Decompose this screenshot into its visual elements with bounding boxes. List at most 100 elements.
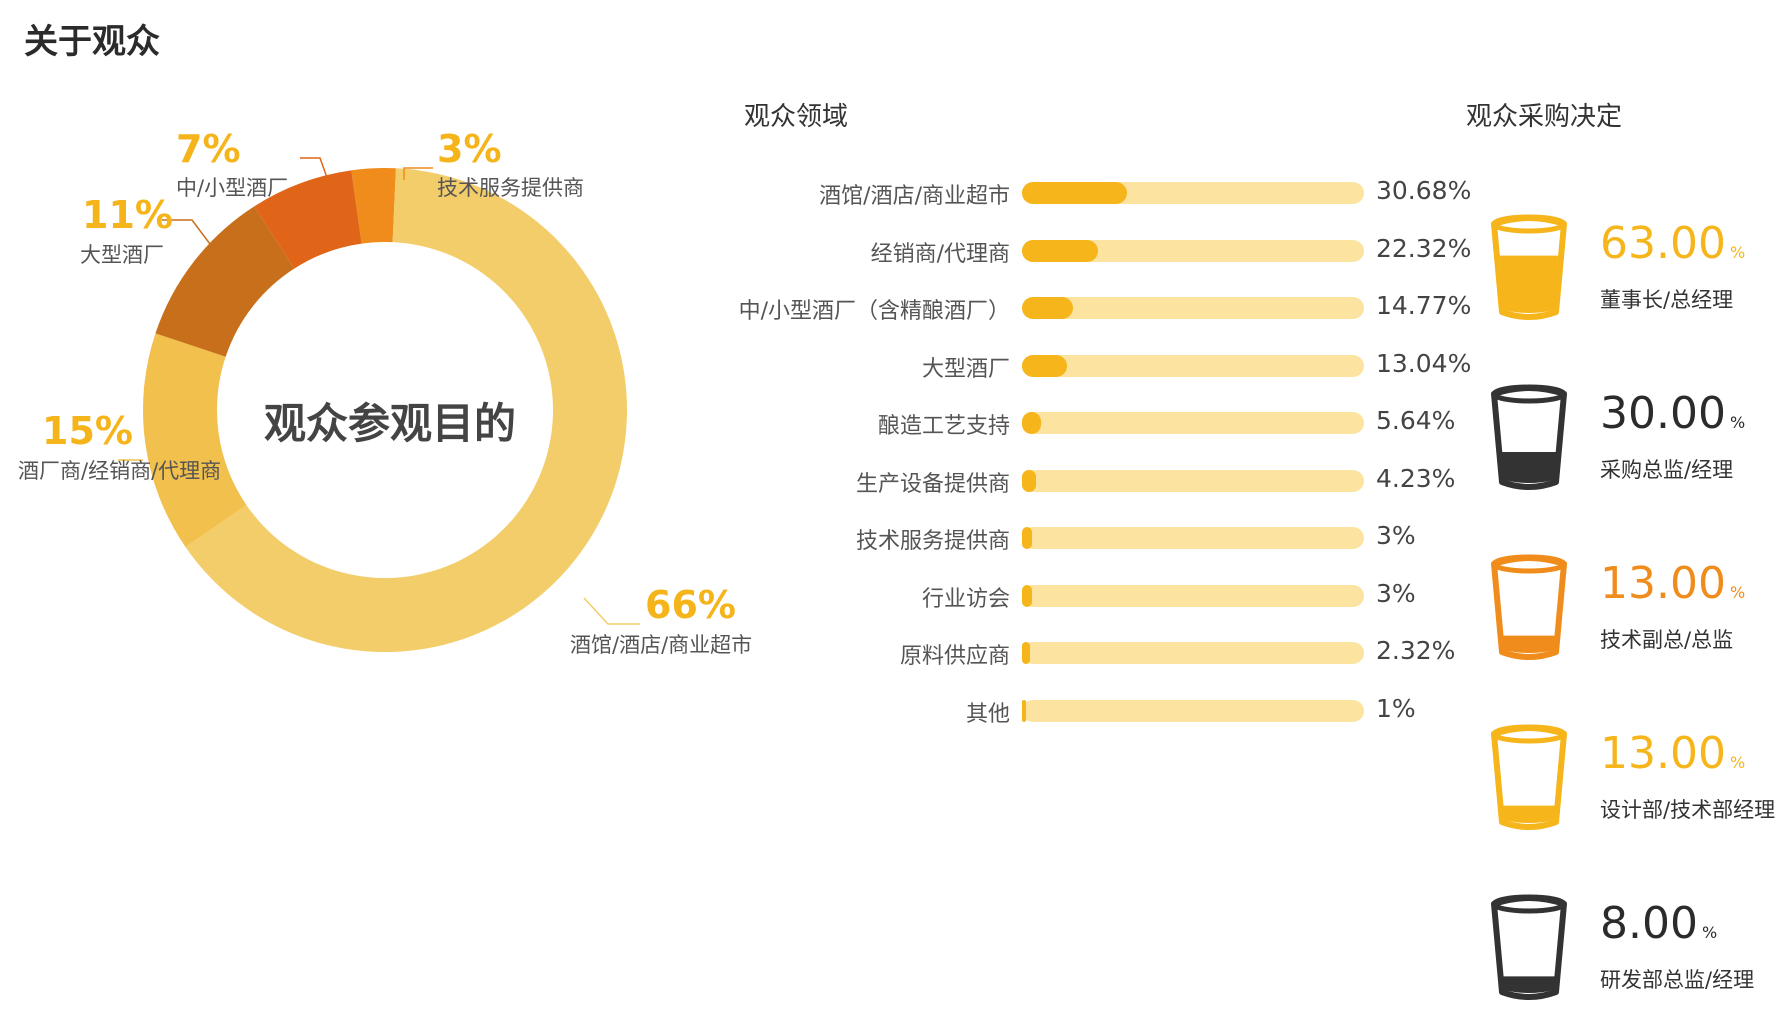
donut-percent-label: 7% — [176, 127, 241, 171]
cup-icon — [1491, 384, 1567, 490]
donut-slice — [142, 333, 247, 547]
cup-rim — [1491, 554, 1567, 574]
bar-value-label: 3% — [1376, 578, 1416, 608]
field-section-title: 观众领域 — [744, 102, 849, 132]
bar-category-label: 酿造工艺支持 — [877, 414, 1010, 439]
bar-value-label: 4.23% — [1376, 463, 1456, 493]
bar-fill — [1022, 469, 1037, 492]
donut-slice — [155, 206, 295, 357]
bar-value-label: 14.77% — [1376, 291, 1472, 320]
bar-value-label: 30.68% — [1376, 176, 1472, 205]
bar-track — [1022, 527, 1364, 549]
bar-row: 大型酒厂 13.04% — [740, 348, 1600, 382]
purchase-percent-value: 13.00% — [1600, 728, 1745, 779]
percent-number: 13.00 — [1600, 558, 1726, 609]
percent-unit: % — [1729, 583, 1746, 602]
donut-leader-line — [583, 597, 640, 625]
bar-value-label: 22.32% — [1376, 233, 1472, 263]
bar-track — [1022, 584, 1364, 607]
bar-value-label: 1% — [1376, 693, 1416, 723]
donut-slice — [185, 168, 627, 652]
bar-row: 原料供应商 2.32% — [740, 636, 1600, 669]
bar-track — [1022, 354, 1364, 377]
donut-percent-label: 11% — [82, 193, 173, 237]
purchase-percent-value: 8.00% — [1600, 898, 1717, 949]
bar-category-label: 其他 — [965, 701, 1010, 727]
purchase-decision-item: 63.00% 董事长/总经理 — [1488, 208, 1788, 338]
purchase-percent-value: 63.00% — [1600, 218, 1745, 269]
bar-row: 生产设备提供商 4.23% — [740, 463, 1600, 497]
donut-category-label: 酒馆/酒店/商业超市 — [570, 633, 752, 657]
purchase-section-title: 观众采购决定 — [1466, 102, 1623, 132]
purpose-donut-chart: 3% 技术服务提供商 66% 酒馆/酒店/商业超市 15% 酒厂商/经销商/代理商 11% 大… — [18, 127, 752, 657]
bar-category-label: 原料供应商 — [899, 644, 1010, 669]
percent-unit: % — [1729, 243, 1746, 262]
purchase-decision-item: 13.00% 设计部/技术部经理 — [1488, 718, 1788, 848]
cup-liquid — [1499, 255, 1559, 313]
cup-rim — [1491, 724, 1567, 744]
cup-icon — [1491, 894, 1567, 1000]
donut-slice — [351, 168, 396, 244]
bar-track — [1022, 412, 1364, 434]
bar-track — [1022, 642, 1364, 664]
bar-category-label: 生产设备提供商 — [855, 471, 1010, 497]
purchase-decision-item: 30.00% 采购总监/经理 — [1488, 378, 1788, 508]
bar-value-label: 13.04% — [1376, 348, 1472, 378]
bar-value-label: 5.64% — [1376, 406, 1456, 435]
donut-category-label: 中/小型酒厂 — [176, 176, 288, 200]
bar-row: 其他 1% — [740, 693, 1600, 727]
bar-fill — [1022, 297, 1073, 319]
bar-fill — [1022, 584, 1033, 607]
cup-rim — [1491, 384, 1567, 404]
bar-row: 经销商/代理商 22.32% — [740, 233, 1600, 267]
bar-row: 行业访会 3% — [740, 578, 1600, 612]
cup-rim — [1491, 894, 1567, 914]
percent-number: 13.00 — [1600, 728, 1726, 779]
bar-track — [1022, 699, 1364, 722]
bar-row: 技术服务提供商 3% — [740, 521, 1600, 554]
cup-liquid — [1502, 635, 1556, 653]
purchase-decision-item: 8.00% 研发部总监/经理 — [1488, 888, 1788, 1018]
donut-leader-line — [300, 157, 331, 187]
donut-leader-line — [162, 219, 214, 249]
purchase-role-label: 设计部/技术部经理 — [1600, 798, 1776, 822]
donut-percent-label: 66% — [645, 583, 736, 627]
percent-number: 63.00 — [1600, 218, 1726, 269]
purchase-percent-value: 30.00% — [1600, 388, 1745, 439]
bar-track — [1022, 297, 1364, 319]
bar-fill — [1022, 642, 1030, 664]
bar-row: 酿造工艺支持 5.64% — [740, 406, 1600, 439]
donut-percent-label: 15% — [42, 409, 133, 453]
percent-unit: % — [1729, 753, 1746, 772]
purchase-role-label: 采购总监/经理 — [1600, 458, 1734, 482]
purchase-role-label: 研发部总监/经理 — [1600, 968, 1755, 992]
bar-category-label: 经销商/代理商 — [870, 241, 1010, 267]
donut-category-label: 大型酒厂 — [80, 243, 164, 267]
bar-track — [1022, 182, 1364, 204]
donut-category-label: 技术服务提供商 — [437, 176, 584, 200]
bar-row: 中/小型酒厂（含精酿酒厂） 14.77% — [739, 291, 1600, 324]
bar-track — [1022, 239, 1364, 262]
cup-liquid — [1502, 805, 1556, 823]
bar-fill — [1022, 527, 1033, 549]
page-title: 关于观众 — [24, 22, 160, 62]
cup-liquid — [1502, 976, 1556, 993]
bar-fill — [1022, 412, 1042, 434]
bar-category-label: 酒馆/酒店/商业超市 — [819, 184, 1010, 209]
percent-unit: % — [1701, 923, 1718, 942]
bar-category-label: 中/小型酒厂（含精酿酒厂） — [738, 299, 1010, 324]
cup-icon — [1491, 554, 1567, 660]
bar-category-label: 行业访会 — [921, 586, 1010, 612]
bar-value-label: 3% — [1376, 521, 1416, 550]
bar-fill — [1022, 699, 1026, 722]
bar-fill — [1022, 239, 1099, 262]
bar-row: 酒馆/酒店/商业超市 30.68% — [740, 176, 1600, 209]
bar-fill — [1022, 182, 1127, 204]
cup-icon — [1491, 214, 1567, 320]
bar-category-label: 技术服务提供商 — [855, 529, 1010, 554]
purchase-percent-value: 13.00% — [1600, 558, 1745, 609]
purchase-decision-item: 13.00% 技术副总/总监 — [1488, 548, 1788, 678]
cup-rim — [1491, 214, 1567, 234]
bar-value-label: 2.32% — [1376, 636, 1456, 665]
donut-slice — [254, 170, 362, 269]
